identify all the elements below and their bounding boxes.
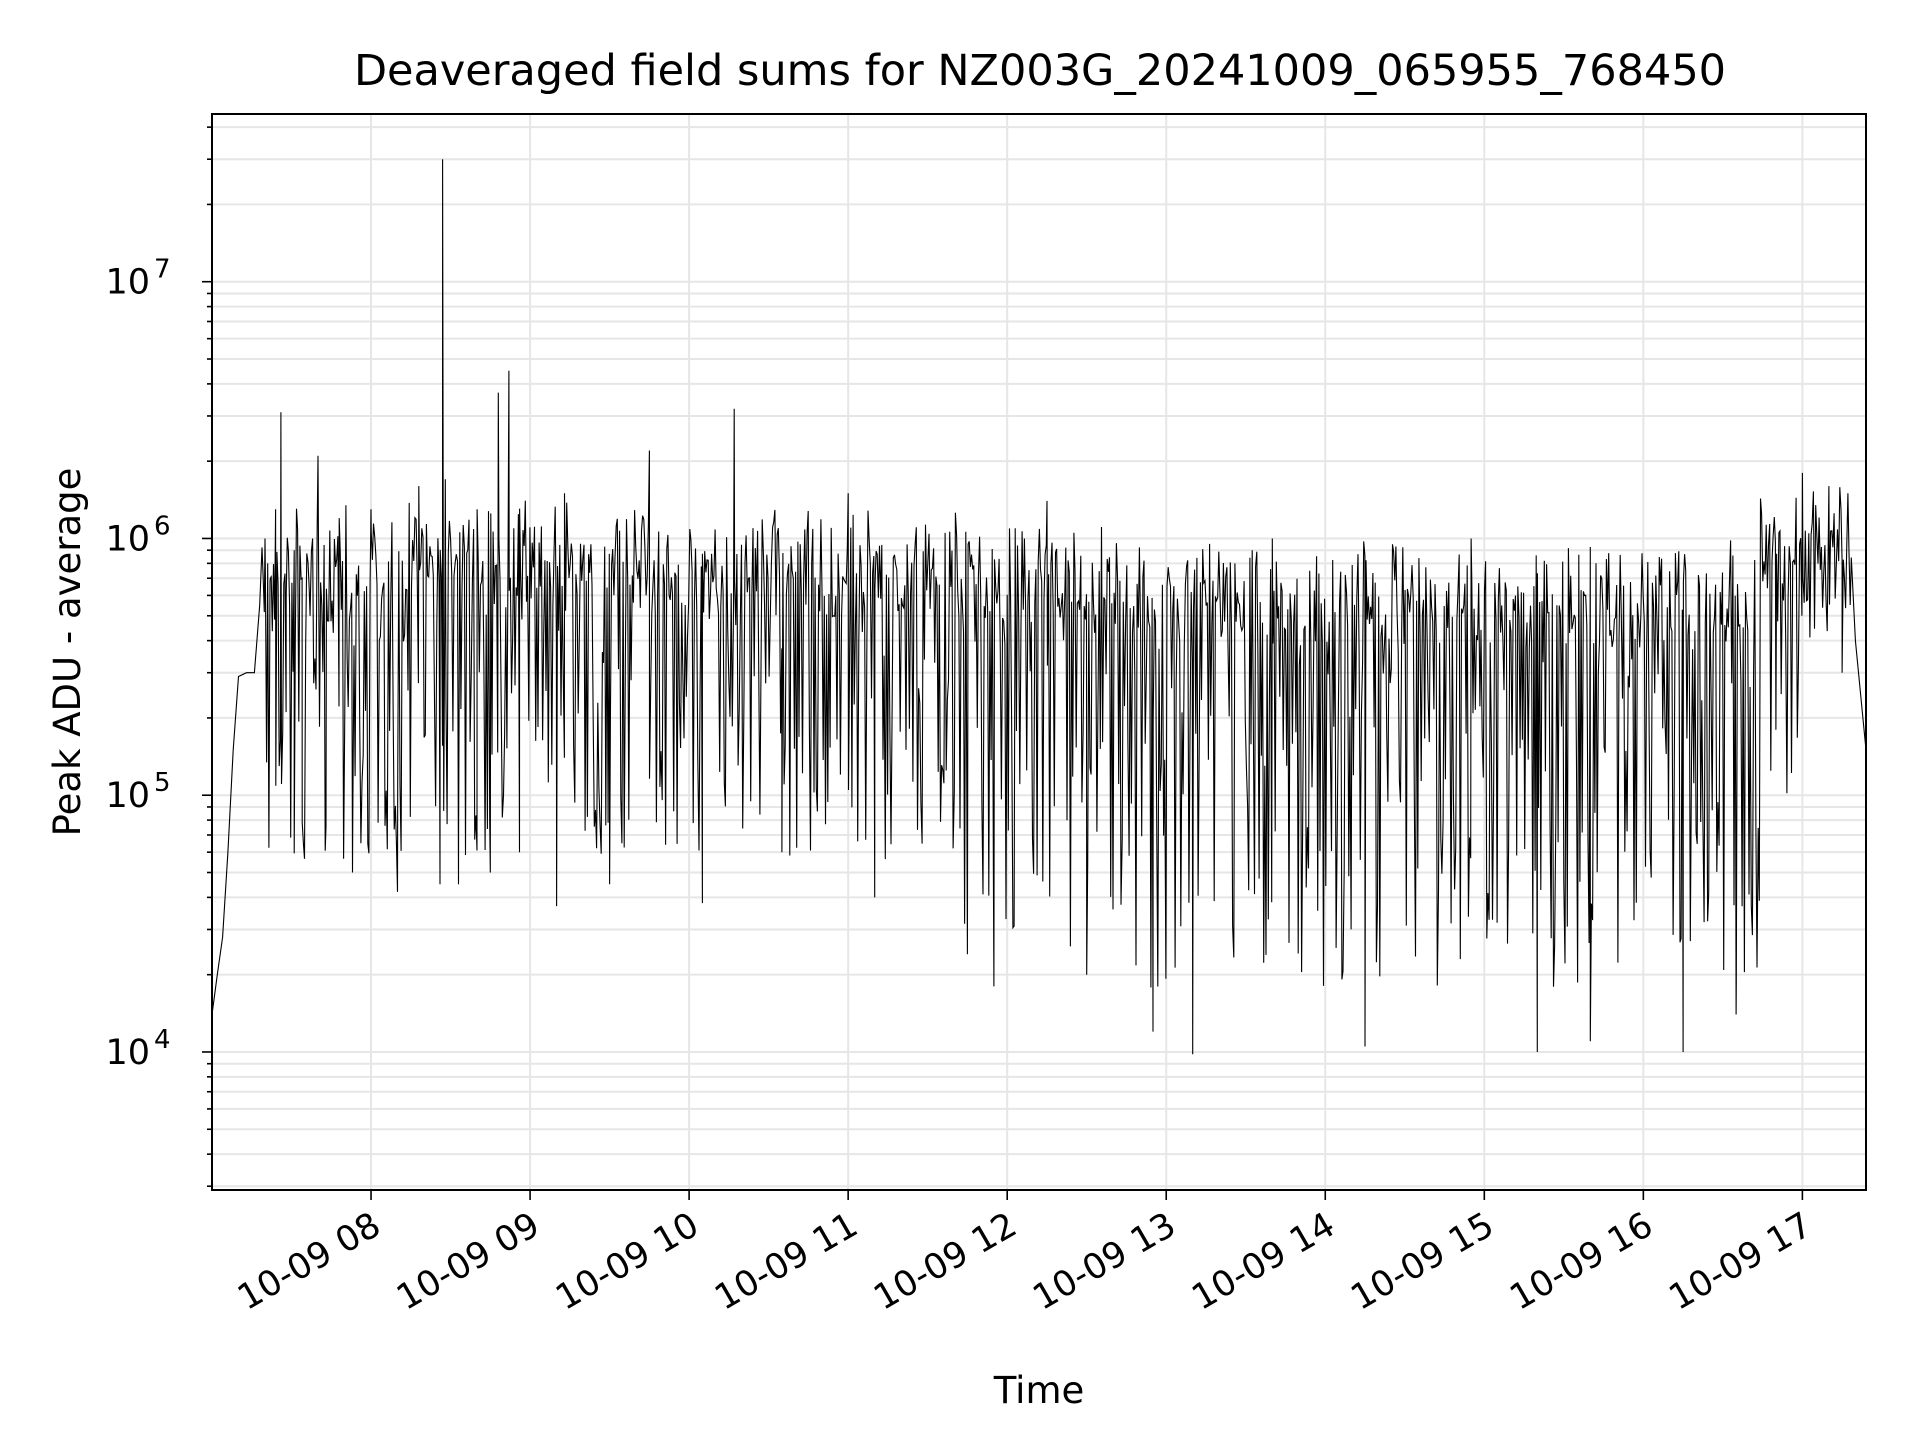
y-tick-exponent: 4 [154,1025,171,1055]
y-tick-label: 10 [105,776,150,816]
y-axis-label: Peak ADU - average [46,468,89,837]
data-series [211,159,1867,1055]
plot-frame [211,113,1867,1191]
y-tick-exponent: 7 [154,255,171,285]
y-tick-label: 10 [105,519,150,559]
series-line [211,159,1867,1055]
y-tick-label: 10 [105,1033,150,1073]
y-tick-label: 10 [105,263,150,303]
x-axis-label: Time [993,1369,1085,1412]
chart-title: Deaveraged field sums for NZ003G_2024100… [354,46,1726,96]
y-tick-exponent: 5 [154,768,171,798]
y-tick-exponent: 6 [154,511,171,541]
